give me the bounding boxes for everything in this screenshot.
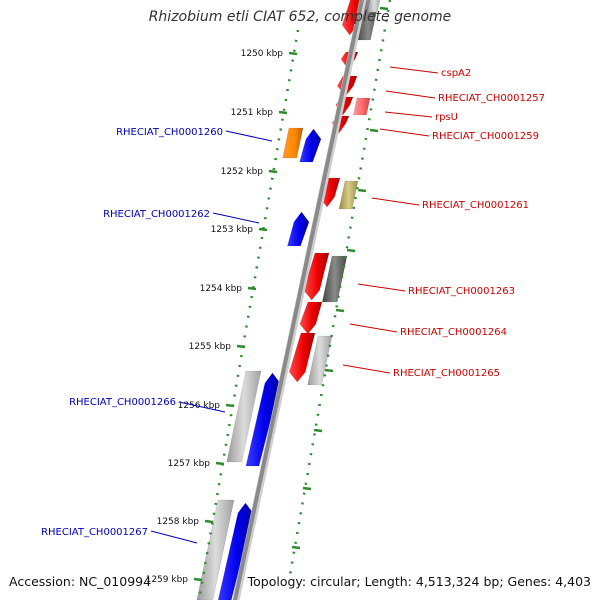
ruler-outer-tick bbox=[291, 545, 301, 550]
gene-leader-line bbox=[371, 197, 420, 206]
gene-label: RHECIAT_CH0001259 bbox=[432, 131, 539, 142]
gene-rpsU bbox=[353, 97, 371, 116]
gene-label: RHECIAT_CH0001257 bbox=[438, 93, 545, 104]
gene-label: RHECIAT_CH0001262 bbox=[103, 209, 210, 220]
gene-leader-line bbox=[385, 90, 436, 99]
ruler-tick bbox=[236, 344, 246, 349]
gene-leader-line bbox=[349, 323, 398, 333]
gene-label-layer: cspA2 RHECIAT_CH0001257 rpsU RHECIAT_CH0001… bbox=[41, 66, 545, 544]
ruler-tick-label: 1258 kbp bbox=[157, 517, 200, 527]
ruler-tick-label: 1250 kbp bbox=[241, 49, 284, 59]
gene-label: RHECIAT_CH0001267 bbox=[41, 527, 148, 538]
ruler-outer-tick bbox=[379, 6, 389, 11]
gene-label: cspA2 bbox=[441, 68, 471, 79]
gene-RHECIAT_CH0001264 bbox=[299, 301, 323, 335]
gene-RHECIAT_CH0001261-b bbox=[338, 180, 359, 210]
gene-leader-line bbox=[357, 283, 406, 292]
topology-summary: Topology: circular; Length: 4,513,324 bp… bbox=[247, 574, 591, 589]
gene-RHECIAT_CH0001265-b bbox=[307, 335, 333, 386]
accession-label: Accession: NC_010994 bbox=[9, 574, 152, 589]
ruler-tick-label: 1253 kbp bbox=[211, 225, 254, 235]
gene-label: rpsU bbox=[435, 112, 458, 123]
ruler-tick bbox=[247, 286, 257, 291]
genome-backbone bbox=[232, 0, 367, 600]
gene-RHECIAT_CH0001260-a bbox=[282, 127, 304, 159]
ruler-tick-label: 1255 kbp bbox=[189, 342, 232, 352]
gene-RHECIAT_CH0001267-a bbox=[196, 499, 235, 600]
gene-label: RHECIAT_CH0001261 bbox=[422, 200, 529, 211]
gene-leader-line bbox=[384, 111, 433, 118]
backbone-line bbox=[233, 0, 364, 600]
gene-leader-line bbox=[342, 364, 391, 374]
ruler-tick bbox=[215, 461, 225, 466]
ruler-tick-label: 1251 kbp bbox=[231, 108, 274, 118]
gene-leader-line bbox=[212, 212, 260, 224]
gene-label: RHECIAT_CH0001264 bbox=[400, 327, 507, 338]
gene-RHECIAT_CH0001263-b bbox=[321, 255, 348, 303]
ruler-tick-label: 1257 kbp bbox=[168, 459, 211, 469]
gene-RHECIAT_CH0001266-b bbox=[245, 372, 281, 467]
gene-label: RHECIAT_CH0001260 bbox=[116, 127, 223, 138]
ruler-outer-tick bbox=[302, 486, 312, 491]
gene-label: RHECIAT_CH0001266 bbox=[69, 397, 176, 408]
map-title: Rhizobium etli CIAT 652, complete genome bbox=[148, 9, 452, 25]
kbp-ruler: 1250 kbp 1251 kbp 1252 kbp 1253 kbp 1254 kbp… bbox=[146, 0, 392, 600]
gene-RHECIAT_CH0001260-b bbox=[299, 128, 322, 163]
ruler-tick bbox=[288, 51, 298, 56]
gene-leader-line bbox=[150, 530, 198, 544]
ruler-tick-label: 1259 kbp bbox=[146, 575, 189, 585]
gene-leader-line bbox=[379, 128, 430, 137]
ruler-outer-tick bbox=[313, 428, 323, 433]
ruler-outer-guide bbox=[288, 0, 392, 576]
ruler-outer-tick bbox=[346, 248, 356, 253]
gene-leader-line bbox=[178, 401, 226, 413]
gene-leader-line bbox=[389, 66, 439, 74]
ruler-outer-tick bbox=[357, 188, 367, 193]
ruler-tick bbox=[268, 169, 278, 174]
ruler-outer-tick bbox=[324, 368, 334, 373]
ruler-tick-label: 1254 kbp bbox=[200, 284, 243, 294]
ruler-tick bbox=[193, 577, 203, 582]
ruler-tick bbox=[225, 403, 235, 408]
gene-label: RHECIAT_CH0001265 bbox=[393, 368, 500, 379]
gene-block-top-3 bbox=[367, 0, 381, 13]
gene-label: RHECIAT_CH0001263 bbox=[408, 286, 515, 297]
gene-RHECIAT_CH0001262 bbox=[287, 211, 310, 247]
ruler-outer-tick bbox=[335, 308, 345, 313]
ruler-outer-tick bbox=[369, 128, 379, 133]
gene-RHECIAT_CH0001265-a bbox=[288, 332, 316, 383]
gene-RHECIAT_CH0001266-a bbox=[226, 370, 262, 463]
ruler-tick bbox=[204, 519, 214, 524]
ruler-tick bbox=[278, 110, 288, 115]
ruler-tick-label: 1252 kbp bbox=[221, 167, 264, 177]
feature-layer bbox=[196, 0, 381, 600]
gene-leader-line bbox=[225, 130, 273, 142]
ruler-tick bbox=[258, 227, 268, 232]
